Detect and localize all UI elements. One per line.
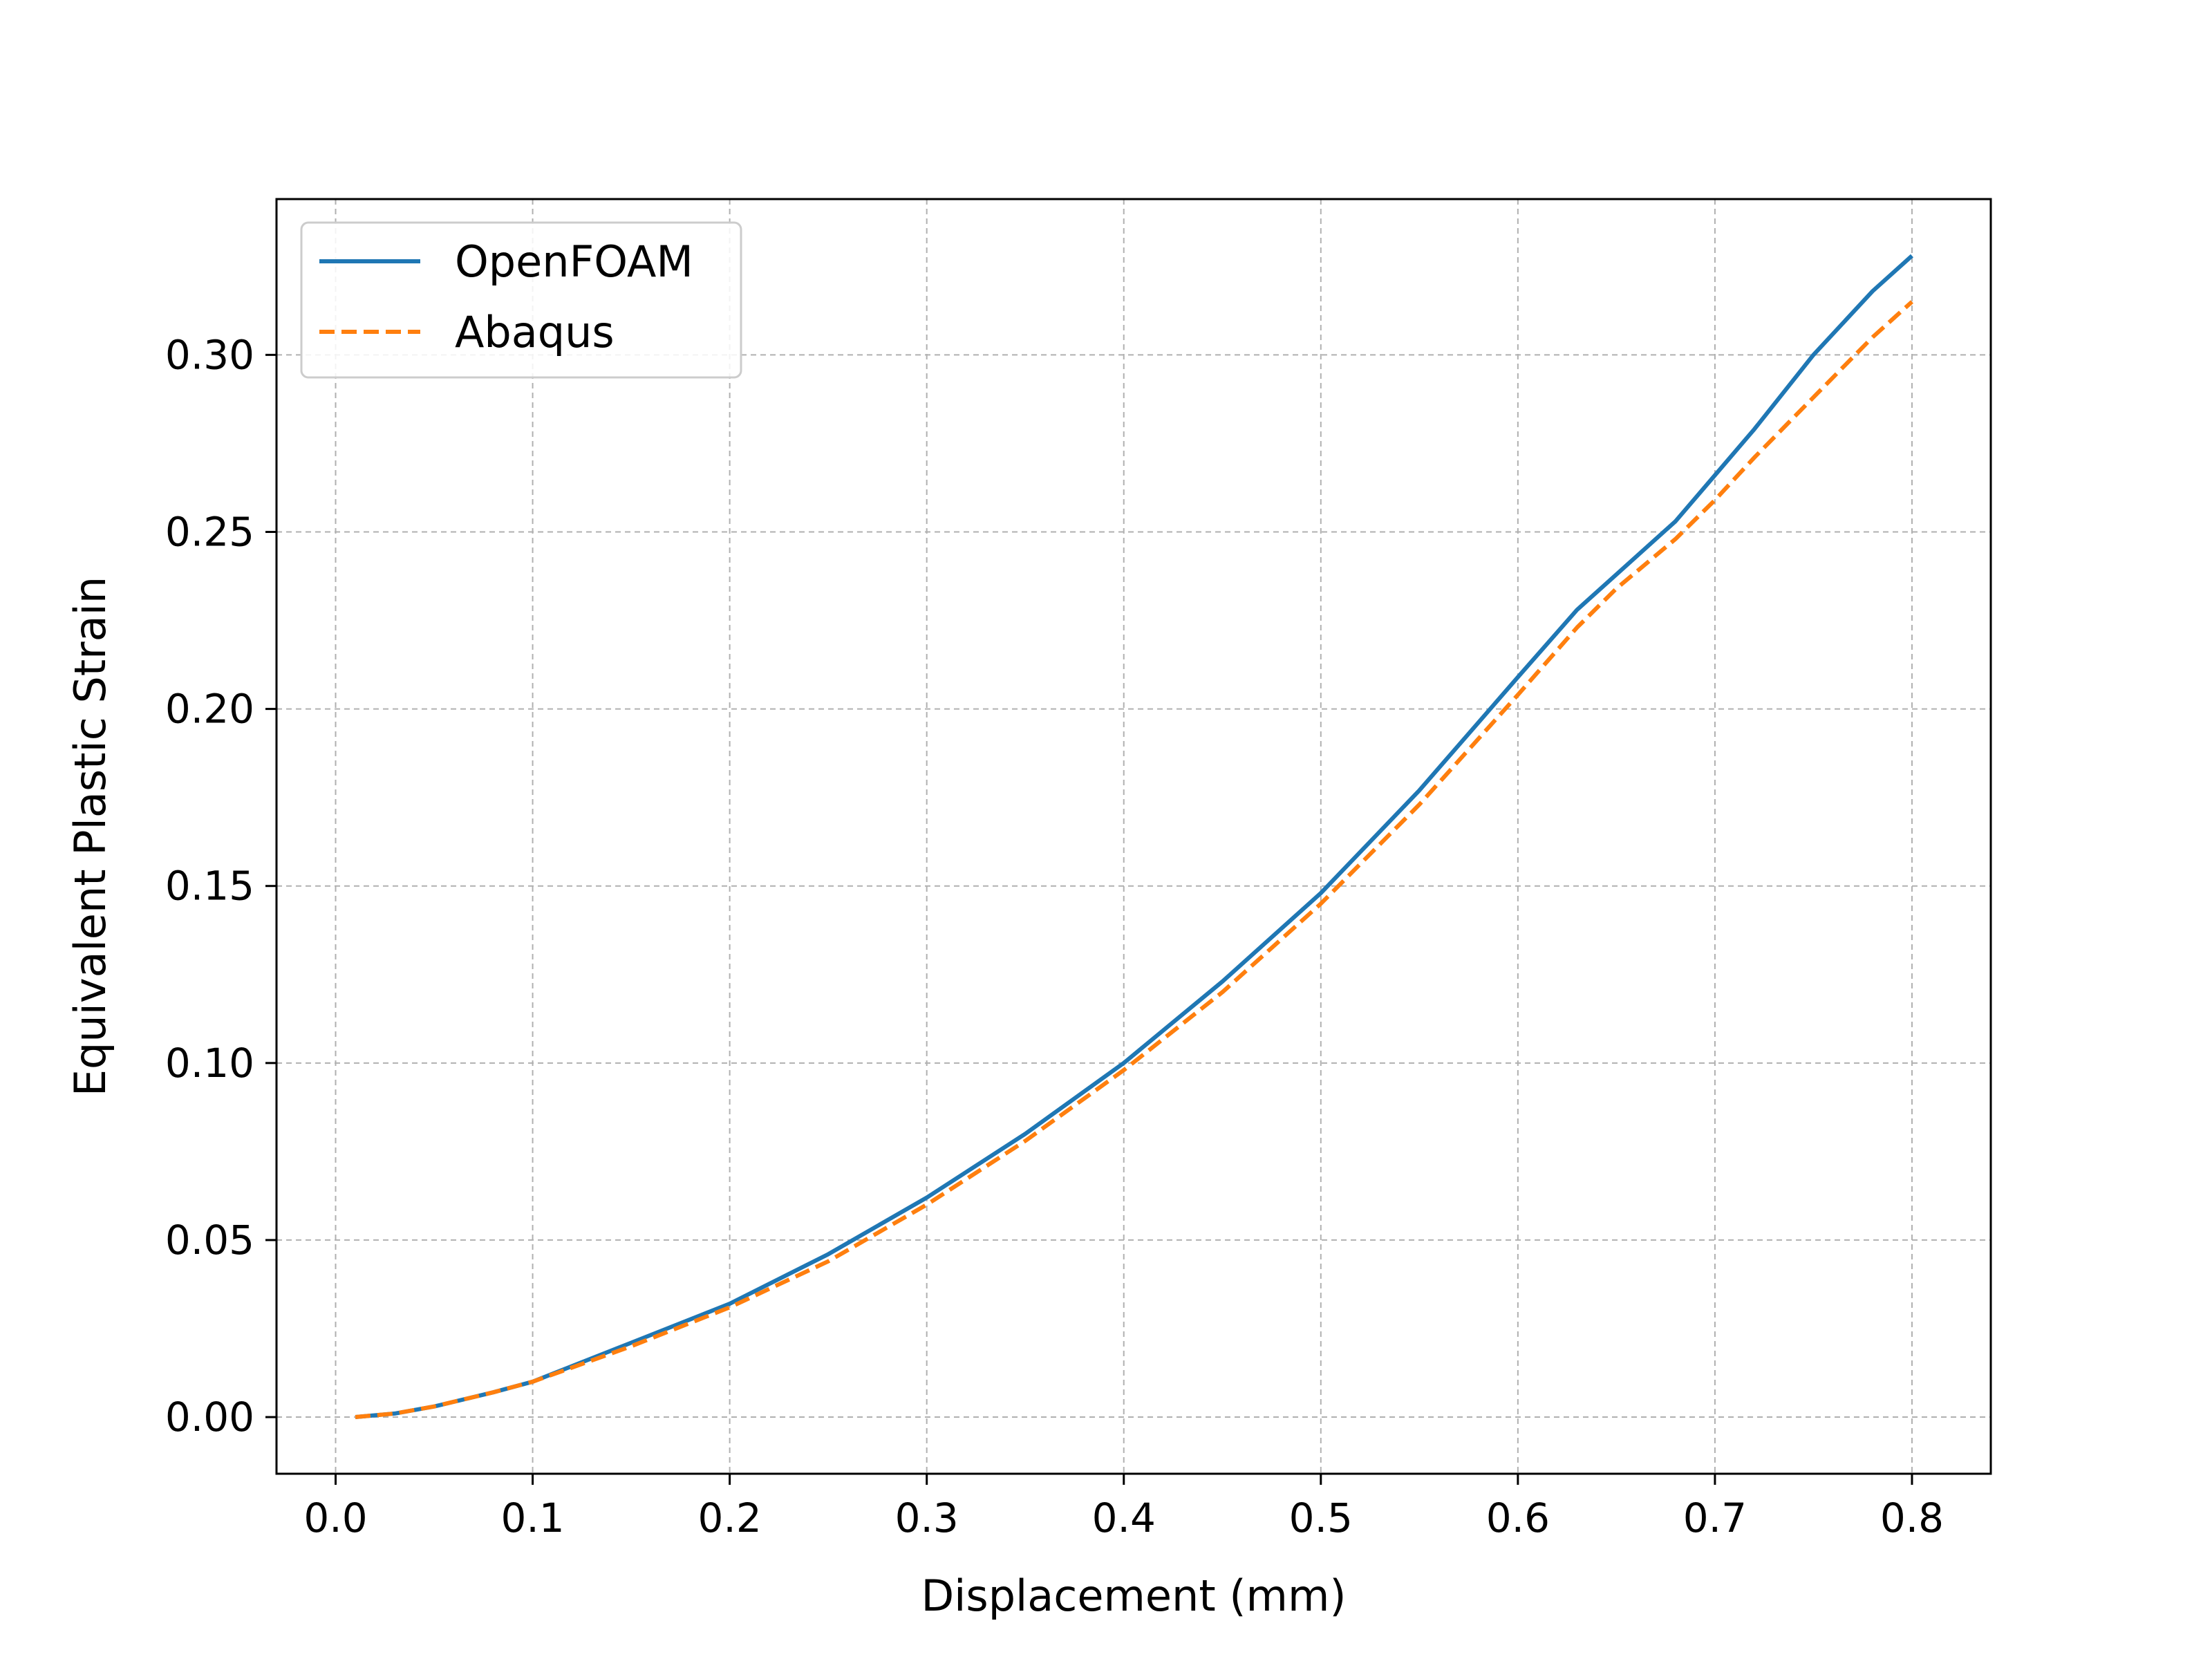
legend-label-abaqus: Abaqus [455, 307, 615, 357]
y-tick-label: 0.05 [165, 1217, 254, 1264]
x-tick-label: 0.5 [1289, 1494, 1353, 1541]
y-tick-label: 0.30 [165, 331, 254, 378]
x-tick-label: 0.7 [1683, 1494, 1747, 1541]
x-tick-label: 0.6 [1486, 1494, 1550, 1541]
x-tick-label: 0.0 [303, 1494, 367, 1541]
x-tick-label: 0.1 [500, 1494, 564, 1541]
x-axis-label: Displacement (mm) [921, 1571, 1346, 1621]
grid [276, 199, 1991, 1474]
axis-ticks: 0.0 0.1 0.2 0.3 0.4 0.5 0.6 0.7 0.8 0.00 0.05 0.10 0… [165, 331, 1944, 1541]
y-tick-label: 0.20 [165, 686, 254, 733]
series-line-abaqus [355, 300, 1914, 1419]
x-tick-label: 0.2 [698, 1494, 762, 1541]
y-tick-label: 0.00 [165, 1394, 254, 1441]
y-tick-label: 0.25 [165, 508, 254, 555]
plot-frame [275, 198, 1992, 1475]
legend-label-openfoam: OpenFOAM [455, 236, 693, 287]
y-tick-label: 0.10 [165, 1040, 254, 1087]
y-axis-label: Equivalent Plastic Strain [65, 577, 115, 1096]
x-tick-label: 0.8 [1880, 1494, 1944, 1541]
y-tick-label: 0.15 [165, 863, 254, 910]
legend: OpenFOAM Abaqus [300, 221, 742, 379]
x-tick-label: 0.3 [895, 1494, 959, 1541]
x-tick-label: 0.4 [1092, 1494, 1156, 1541]
series-lines [355, 254, 1914, 1419]
